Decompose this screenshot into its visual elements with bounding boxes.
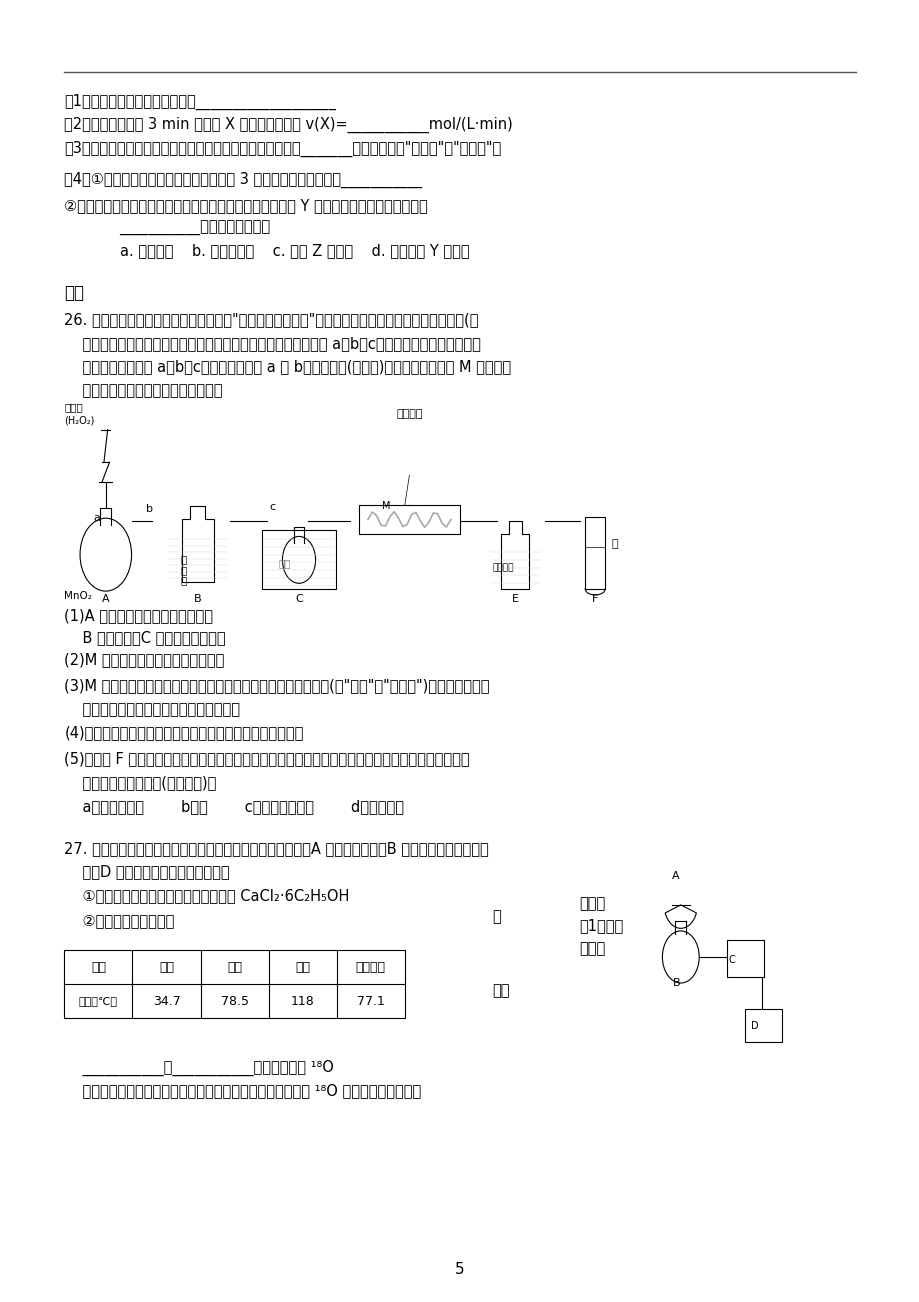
Bar [744, 1009, 781, 1042]
Text: 乙酸: 乙酸 [295, 961, 310, 974]
Text: 酸: 酸 [181, 575, 187, 586]
Text: 118: 118 [290, 995, 314, 1008]
Text: 5: 5 [455, 1262, 464, 1277]
Text: 作用是: 作用是 [579, 941, 606, 957]
Text: E: E [511, 594, 518, 604]
Text: （1）浓硫: （1）浓硫 [579, 918, 623, 934]
Text: 持装置仪器已省略），其实验操作为：按图安装好，先关闭活塞 a、b、c，在铜丝的中间部分加热片: 持装置仪器已省略），其实验操作为：按图安装好，先关闭活塞 a、b、c，在铜丝的中… [64, 336, 481, 352]
Text: 可先在混合液中加入(填写字母)。: 可先在混合液中加入(填写字母)。 [64, 775, 217, 790]
Text: 78.5: 78.5 [221, 995, 248, 1008]
Text: (2)M 处发生反应的化学方程式为：。: (2)M 处发生反应的化学方程式为：。 [64, 652, 224, 668]
Text: c: c [269, 503, 275, 513]
Text: A: A [672, 871, 679, 881]
Text: C: C [295, 594, 302, 604]
Text: 无水乙醇: 无水乙醇 [492, 564, 514, 573]
Text: 水: 水 [611, 539, 618, 549]
Text: 请: 请 [492, 909, 501, 924]
Text: (1)A 中发生反应的化学方程式：，: (1)A 中发生反应的化学方程式：， [64, 608, 213, 624]
Text: 光亮铜丝: 光亮铜丝 [396, 409, 422, 419]
Text: 刻。然后打开活塞 a、b、c，通过控制活塞 a 和 b，而有节奏(间歇性)通入气体，即可在 M 处观察到: 刻。然后打开活塞 a、b、c，通过控制活塞 a 和 b，而有节奏(间歇性)通入气… [64, 359, 511, 375]
Text: (H₂O₂): (H₂O₂) [64, 415, 95, 426]
Text: ②一定条件下的密闭容器中，该反应达到平衡，要提高气体 Y 的转化率，可以采取的措施是: ②一定条件下的密闭容器中，该反应达到平衡，要提高气体 Y 的转化率，可以采取的措… [64, 198, 427, 214]
Text: (5)若试管 F 中收集到的液体用紫色石蕊试纸检验，试纸显红色，说明液体中还含有，要除去该物质，: (5)若试管 F 中收集到的液体用紫色石蕊试纸检验，试纸显红色，说明液体中还含有… [64, 751, 470, 767]
Text: D: D [750, 1021, 757, 1031]
Text: ②有关有机物的沸点：: ②有关有机物的沸点： [64, 913, 175, 928]
Text: 沸点（℃）: 沸点（℃） [79, 996, 118, 1006]
Text: MnO₂: MnO₂ [64, 591, 92, 602]
Bar [46, 397, 845, 605]
Text: a、氯化钠溶液        b、苯        c、碳酸氢钠溶液        d、四氯化碳: a、氯化钠溶液 b、苯 c、碳酸氢钠溶液 d、四氯化碳 [64, 799, 404, 815]
Bar [262, 530, 335, 589]
Text: 示踪法确定反应产物水分子中氧原子的提供者，写出能表示 ¹⁸O 位置的化学方程式。: 示踪法确定反应产物水分子中氧原子的提供者，写出能表示 ¹⁸O 位置的化学方程式。 [64, 1083, 421, 1099]
Text: （2）反应进行的前 3 min 内，用 X 表示的反应速率 v(X)=___________mol/(L·min): （2）反应进行的前 3 min 内，用 X 表示的反应速率 v(X)=_____… [64, 117, 513, 133]
Text: ___________（填字母代号）。: ___________（填字母代号）。 [119, 221, 270, 237]
Text: 乙醛: 乙醛 [159, 961, 174, 974]
Bar [64, 950, 404, 1018]
Text: 浓: 浓 [181, 555, 187, 565]
Bar [584, 517, 605, 589]
Text: 以认识到催化剂起催化作用需要一定的。: 以认识到催化剂起催化作用需要一定的。 [64, 702, 240, 717]
Text: (4)验证乙醇氧化产物的试剂是，并写出对应的化学方程式。: (4)验证乙醇氧化产物的试剂是，并写出对应的化学方程式。 [64, 725, 303, 741]
Text: 34.7: 34.7 [153, 995, 180, 1008]
Text: B: B [672, 978, 679, 988]
Text: (3)M 管中可观察到的现象：，从中可认识到该实验过程中催化剂(填"参加"或"不参加")化学反应，还可: (3)M 管中可观察到的现象：，从中可认识到该实验过程中催化剂(填"参加"或"不… [64, 678, 490, 694]
Text: 硫: 硫 [181, 565, 187, 575]
Bar [726, 940, 763, 976]
Text: 27. 某课外小组设计的实验室制取乙酸乙酯的装置如图所示，A 中放有浓硫酸，B 中放有乙醇、无水醋酸: 27. 某课外小组设计的实验室制取乙酸乙酯的装置如图所示，A 中放有浓硫酸，B … [64, 841, 489, 857]
Text: 五、: 五、 [64, 284, 85, 302]
Text: M: M [381, 501, 391, 512]
Text: （1）容器中发生的反应可表示为___________________: （1）容器中发生的反应可表示为___________________ [64, 94, 336, 109]
Text: a: a [93, 513, 100, 523]
Text: B 的作用：；C 中热水的作用：。: B 的作用：；C 中热水的作用：。 [64, 630, 226, 646]
Text: 回答：: 回答： [579, 896, 606, 911]
Text: A: A [102, 594, 109, 604]
Text: ___________，___________；若用同位素 ¹⁸O: ___________，___________；若用同位素 ¹⁸O [64, 1060, 334, 1075]
Text: 明显的实验现象。试回答以下问题：: 明显的实验现象。试回答以下问题： [64, 383, 222, 398]
Text: a. 高温高压    b. 加入催化剂    c. 减少 Z 的浓度    d. 增加气体 Y 的浓度: a. 高温高压 b. 加入催化剂 c. 减少 Z 的浓度 d. 增加气体 Y 的… [119, 243, 469, 259]
Text: （3）保持其他条件不变，升高温度，该反应的化学平衡将向_______方向移动（填"正反应"或"逆反应"）: （3）保持其他条件不变，升高温度，该反应的化学平衡将向_______方向移动（填… [64, 141, 501, 156]
Text: B: B [194, 594, 201, 604]
Text: 26. 有关催化剂的催化机理等问题可以从"乙醇催化氧化实验"得到一些认识，某同学设计了如图装置(夹: 26. 有关催化剂的催化机理等问题可以从"乙醇催化氧化实验"得到一些认识，某同学… [64, 312, 479, 328]
Text: 双氧水: 双氧水 [64, 402, 83, 413]
Bar [358, 505, 460, 534]
Text: 77.1: 77.1 [357, 995, 384, 1008]
Text: （4）①若改变反应条件，使反应进程如图 3 所示，则改变的条件是___________: （4）①若改变反应条件，使反应进程如图 3 所示，则改变的条件是________… [64, 172, 422, 187]
Text: C: C [728, 956, 735, 966]
Text: 钠，D 中放有饱和碳酸钠溶液。已知: 钠，D 中放有饱和碳酸钠溶液。已知 [64, 865, 230, 880]
Text: b: b [145, 504, 153, 514]
Wedge shape [664, 905, 696, 928]
Text: F: F [592, 594, 597, 604]
Text: 试剂: 试剂 [91, 961, 106, 974]
Text: 酸的: 酸的 [492, 983, 509, 999]
Text: 乙酸乙酯: 乙酸乙酯 [356, 961, 385, 974]
Text: 乙醇: 乙醇 [227, 961, 242, 974]
Text: ①无水氯化钙可与乙醇形成难溶于水的 CaCl₂·6C₂H₅OH: ①无水氯化钙可与乙醇形成难溶于水的 CaCl₂·6C₂H₅OH [64, 888, 349, 904]
Text: 热水: 热水 [278, 559, 291, 569]
